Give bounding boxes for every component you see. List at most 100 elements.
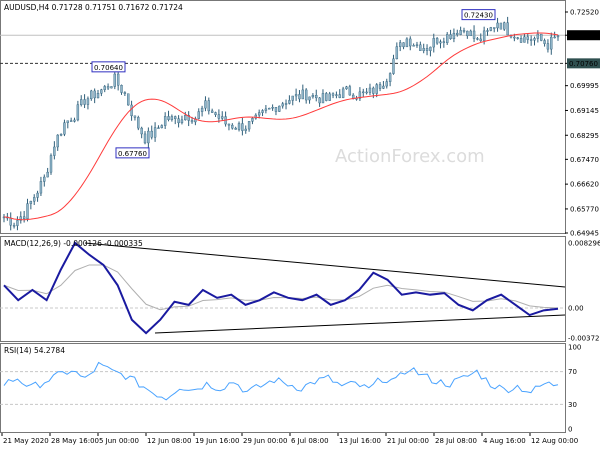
candle-body: [328, 93, 331, 101]
candle-body: [382, 85, 385, 89]
price-axis-label: 0.67470: [570, 156, 599, 164]
price-axis-label: 0.65770: [570, 205, 599, 213]
candle-body: [274, 107, 278, 112]
candle-body: [217, 114, 221, 119]
candle-body: [167, 116, 170, 120]
candle-body: [301, 89, 305, 100]
candle-body: [130, 104, 133, 117]
candle-body: [472, 30, 476, 39]
time-axis-label: 28 Jul 08:00: [435, 437, 477, 445]
rsi-axis-label: 70: [568, 368, 577, 376]
candle-body: [493, 27, 496, 29]
candle-body: [341, 88, 345, 98]
time-axis-label: 29 Jun 00:00: [243, 437, 287, 445]
candle-body: [335, 94, 338, 96]
candle-body: [425, 48, 429, 51]
candle-body: [200, 107, 204, 112]
macd-axis-label: -0.003725: [568, 335, 600, 343]
macd-axis-label: 0.00: [568, 305, 584, 313]
candle-body: [244, 128, 247, 131]
candle-body: [163, 116, 167, 126]
candle-body: [69, 120, 73, 122]
candle-body: [372, 87, 375, 94]
candle-body: [288, 100, 291, 104]
candle-body: [506, 22, 509, 36]
candle-body: [392, 58, 395, 74]
candle-body: [123, 92, 127, 94]
current-price-box: [567, 30, 600, 41]
macd-panel-frame: [0, 236, 566, 342]
candle-body: [503, 22, 506, 30]
candle-body: [513, 36, 516, 39]
candle-body: [53, 146, 56, 156]
candle-body: [22, 216, 26, 220]
candle-body: [254, 114, 258, 119]
rsi-axis-label: 30: [568, 401, 577, 409]
candle-body: [63, 122, 66, 135]
candle-body: [180, 119, 184, 124]
candle-body: [476, 38, 479, 40]
price-axis-label: 0.64945: [570, 230, 599, 238]
candle-body: [318, 97, 321, 104]
candle-body: [12, 224, 16, 227]
candle-body: [96, 93, 100, 99]
macd-upper-trendline: [84, 242, 566, 288]
candle-body: [311, 95, 315, 98]
candle-body: [36, 192, 39, 198]
candle-body: [469, 30, 472, 37]
candle-body: [247, 121, 251, 130]
symbol-header: AUDUSD,H4 0.71728 0.71751 0.71672 0.7172…: [4, 3, 183, 12]
candle-body: [127, 93, 130, 106]
candle-body: [429, 46, 432, 51]
candle-body: [556, 35, 560, 38]
candle-body: [482, 30, 486, 41]
candle-body: [432, 38, 435, 48]
candle-body: [385, 81, 388, 87]
time-axis-label: 13 Jul 16:00: [339, 437, 381, 445]
annotation-box: [115, 147, 150, 159]
rsi-axis-label: 0: [568, 426, 572, 434]
macd-axis-label: 0.008296: [568, 240, 600, 248]
candle-body: [321, 93, 325, 104]
candle-body: [113, 73, 117, 87]
candle-body: [345, 86, 348, 90]
candle-body: [160, 125, 164, 128]
annotation-label: 0.70640: [94, 64, 123, 72]
candle-body: [435, 38, 439, 44]
time-axis-label: 6 Jul 08:00: [291, 437, 329, 445]
candle-body: [26, 203, 29, 220]
candle-body: [278, 105, 281, 112]
current-price-label: 0.71724: [569, 32, 598, 40]
time-axis-label: 19 Jun 16:00: [195, 437, 239, 445]
candle-body: [210, 110, 214, 113]
macd-signal-line: [3, 264, 559, 311]
price-axis-label: 0.72520: [570, 9, 599, 17]
candle-body: [170, 116, 174, 120]
candle-body: [237, 123, 241, 130]
candle-body: [147, 130, 150, 144]
candle-body: [405, 38, 409, 48]
candle-body: [519, 38, 523, 43]
candle-body: [533, 38, 536, 41]
candle-body: [402, 42, 405, 48]
candle-body: [184, 115, 187, 121]
candle-body: [358, 91, 362, 99]
candle-body: [456, 32, 459, 35]
price-annotation: 0.72430: [461, 9, 496, 21]
candle-body: [116, 73, 120, 86]
candle-body: [281, 103, 284, 107]
candle-body: [489, 27, 493, 31]
price-axis-label: 0.66620: [570, 181, 599, 189]
candle-body: [553, 36, 556, 39]
candle-body: [157, 127, 160, 129]
candle-body: [33, 197, 36, 202]
candle-body: [177, 118, 180, 124]
candle-body: [49, 155, 53, 173]
candle-body: [234, 127, 237, 130]
candle-body: [395, 46, 399, 60]
candle-body: [93, 90, 96, 99]
candle-body: [221, 116, 224, 119]
price-axis-label: 0.68295: [570, 132, 599, 140]
macd-line: [3, 241, 559, 335]
